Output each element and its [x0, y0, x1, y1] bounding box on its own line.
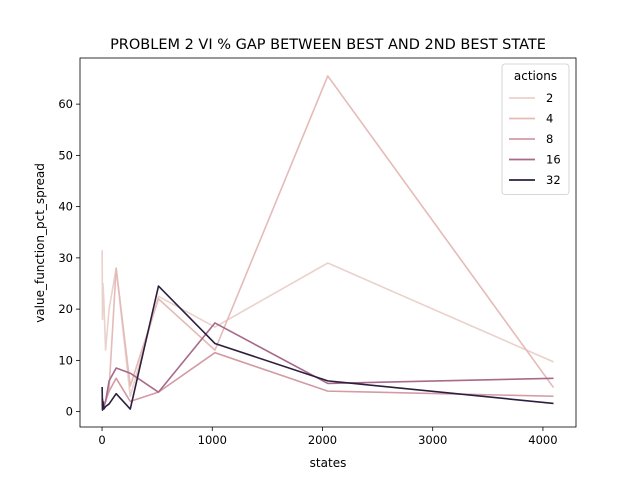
series-line-2: [101, 250, 554, 398]
y-axis-label: value_function_pct_spread: [33, 163, 47, 323]
legend-label-4: 4: [546, 112, 553, 126]
legend-label-32: 32: [546, 173, 561, 187]
legend: actions 2 4 8 16 32: [501, 63, 570, 195]
x-axis: 0 1000 2000 3000 4000: [98, 427, 558, 447]
chart-title: PROBLEM 2 VI % GAP BETWEEN BEST AND 2ND …: [110, 37, 546, 53]
legend-label-2: 2: [546, 91, 553, 105]
legend-label-8: 8: [546, 132, 553, 146]
y-tick-label: 0: [66, 405, 73, 419]
series-line-32: [101, 285, 554, 411]
x-tick-label: 4000: [528, 433, 557, 447]
y-axis: 0 10 20 30 40 50 60: [58, 97, 80, 419]
x-tick-label: 0: [98, 433, 105, 447]
y-tick-label: 10: [58, 353, 73, 367]
series-line-4: [101, 75, 555, 408]
plot-lines: [101, 75, 555, 411]
y-tick-label: 60: [58, 97, 73, 111]
x-tick-label: 3000: [418, 433, 447, 447]
x-tick-label: 2000: [308, 433, 337, 447]
legend-box: [501, 63, 570, 195]
x-tick-label: 1000: [198, 433, 227, 447]
legend-label-16: 16: [546, 153, 561, 167]
y-tick-label: 30: [58, 251, 73, 265]
x-axis-label: states: [310, 456, 347, 470]
plot-frame: [79, 57, 577, 428]
legend-title: actions: [514, 69, 557, 83]
y-tick-label: 40: [58, 200, 73, 214]
y-tick-label: 20: [58, 302, 73, 316]
y-tick-label: 50: [58, 148, 73, 162]
